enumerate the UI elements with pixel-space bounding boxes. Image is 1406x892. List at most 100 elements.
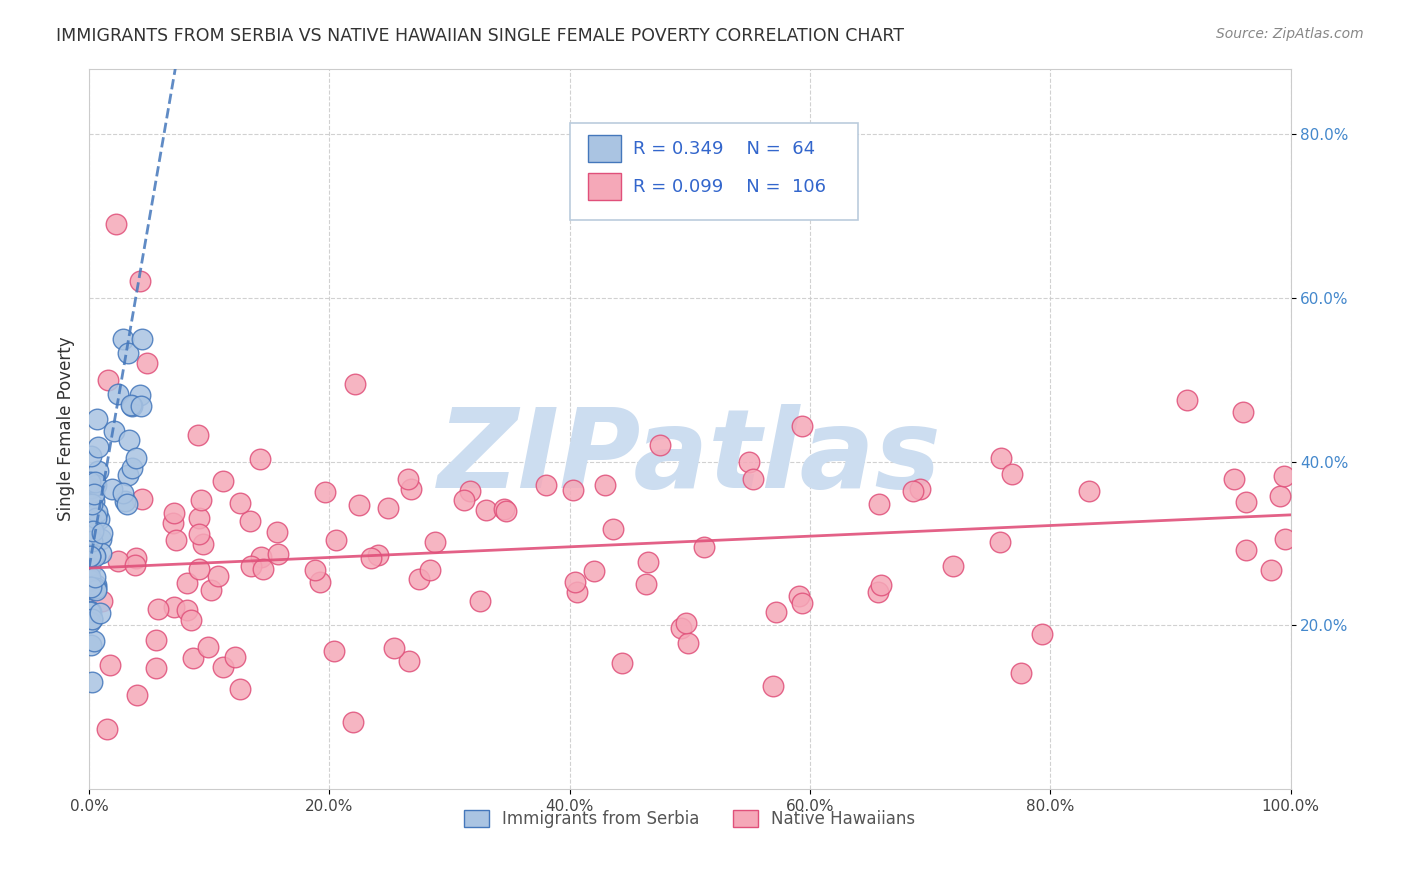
Point <box>790 596 813 610</box>
Point <box>125 551 148 566</box>
Point <box>90 532 112 546</box>
FancyBboxPatch shape <box>588 173 621 201</box>
Point <box>79 547 101 561</box>
Point <box>323 644 346 658</box>
Point <box>692 541 714 555</box>
Text: IMMIGRANTS FROM SERBIA VS NATIVE HAWAIIAN SINGLE FEMALE POVERTY CORRELATION CHAR: IMMIGRANTS FROM SERBIA VS NATIVE HAWAIIA… <box>56 27 904 45</box>
Point <box>1268 489 1291 503</box>
Point <box>676 636 699 650</box>
Point <box>360 551 382 566</box>
Point <box>80 580 103 594</box>
Point <box>458 484 481 499</box>
Point <box>176 575 198 590</box>
Point <box>396 472 419 486</box>
Point <box>1232 405 1254 419</box>
Point <box>120 398 142 412</box>
Point <box>163 600 186 615</box>
Point <box>128 275 150 289</box>
Point <box>86 412 108 426</box>
Point <box>100 657 122 672</box>
Point <box>80 482 103 496</box>
Point <box>80 612 103 626</box>
Point <box>79 638 101 652</box>
Text: Source: ZipAtlas.com: Source: ZipAtlas.com <box>1216 27 1364 41</box>
Point <box>131 491 153 506</box>
Point <box>127 688 149 702</box>
Point <box>634 577 657 591</box>
Point <box>135 356 157 370</box>
Point <box>124 558 146 572</box>
Point <box>107 554 129 568</box>
Point <box>190 493 212 508</box>
Point <box>128 388 150 402</box>
Point <box>112 332 135 346</box>
Point <box>908 482 931 496</box>
Point <box>86 505 108 519</box>
Point <box>765 605 787 619</box>
Text: R = 0.099    N =  106: R = 0.099 N = 106 <box>633 178 827 195</box>
Point <box>87 512 110 526</box>
Point <box>83 580 105 594</box>
Point <box>148 601 170 615</box>
Point <box>87 464 110 478</box>
Point <box>82 612 104 626</box>
Point <box>191 537 214 551</box>
Point <box>343 376 366 391</box>
Point <box>787 589 810 603</box>
Point <box>84 583 107 598</box>
Point <box>304 564 326 578</box>
Point <box>187 428 209 442</box>
Point <box>80 514 103 528</box>
Point <box>266 524 288 539</box>
Point <box>377 501 399 516</box>
Point <box>475 503 498 517</box>
Point <box>249 452 271 467</box>
Point <box>495 504 517 518</box>
FancyBboxPatch shape <box>569 122 858 219</box>
Point <box>229 682 252 697</box>
Point <box>103 424 125 438</box>
Point <box>228 496 250 510</box>
Point <box>197 640 219 654</box>
Point <box>398 654 420 668</box>
Point <box>470 594 492 608</box>
Point <box>399 482 422 496</box>
Point <box>207 569 229 583</box>
Point <box>408 572 430 586</box>
Point <box>988 534 1011 549</box>
Point <box>1223 472 1246 486</box>
Point <box>453 492 475 507</box>
Point <box>1234 542 1257 557</box>
Text: ZIPatlas: ZIPatlas <box>437 404 942 511</box>
Point <box>792 418 814 433</box>
Point <box>1260 563 1282 577</box>
Point <box>107 387 129 401</box>
Point <box>100 482 122 496</box>
Point <box>84 581 107 595</box>
Point <box>83 493 105 508</box>
Point <box>325 533 347 547</box>
Point <box>419 563 441 577</box>
Point <box>83 634 105 648</box>
Point <box>1274 532 1296 546</box>
Point <box>637 556 659 570</box>
Point <box>121 461 143 475</box>
Point <box>90 546 112 560</box>
FancyBboxPatch shape <box>588 135 621 162</box>
Point <box>97 373 120 387</box>
Point <box>494 501 516 516</box>
Point <box>1010 665 1032 680</box>
Point <box>212 474 235 488</box>
Point <box>1236 495 1258 509</box>
Point <box>87 440 110 454</box>
Point <box>367 549 389 563</box>
Point <box>1175 392 1198 407</box>
Point <box>648 438 671 452</box>
Point <box>187 527 209 541</box>
Point <box>125 450 148 465</box>
Point <box>79 526 101 541</box>
Point <box>83 570 105 584</box>
Point <box>80 674 103 689</box>
Point <box>114 494 136 508</box>
Point <box>80 449 103 463</box>
